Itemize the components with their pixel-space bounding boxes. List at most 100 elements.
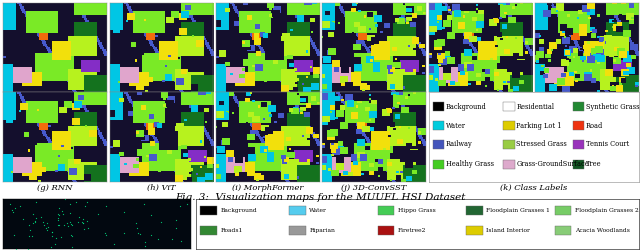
Point <box>67 223 77 227</box>
Point <box>82 219 92 223</box>
Point <box>39 223 49 227</box>
Point <box>131 222 141 226</box>
X-axis label: (j) 3D-ConvSST: (j) 3D-ConvSST <box>342 184 407 192</box>
Point <box>81 200 92 204</box>
Bar <box>378 206 394 215</box>
Point <box>66 222 76 226</box>
Point <box>156 220 166 224</box>
Point <box>176 239 186 243</box>
Point <box>54 223 65 227</box>
Point <box>171 218 181 222</box>
X-axis label: (k) Class Labels: (k) Class Labels <box>500 184 567 192</box>
Point <box>153 237 163 241</box>
Point <box>38 220 48 224</box>
Bar <box>200 206 218 215</box>
X-axis label: (f) 3D-CNN: (f) 3D-CNN <box>563 94 611 102</box>
Point <box>135 232 145 236</box>
Point <box>62 220 72 225</box>
Point <box>139 202 149 206</box>
Text: Tree: Tree <box>586 160 602 168</box>
Point <box>175 204 185 208</box>
Point <box>49 242 60 246</box>
Point <box>119 210 129 214</box>
Point <box>119 231 129 235</box>
Point <box>65 211 76 215</box>
Bar <box>555 226 572 235</box>
Bar <box>466 206 483 215</box>
Point <box>44 225 54 229</box>
X-axis label: (h) ViT: (h) ViT <box>147 184 176 192</box>
Point <box>51 236 61 240</box>
Bar <box>503 102 515 111</box>
Point <box>74 220 84 224</box>
Text: Water: Water <box>309 208 327 213</box>
Point <box>15 204 25 208</box>
Point <box>56 235 67 239</box>
Point <box>47 230 57 234</box>
Point <box>132 226 142 230</box>
Point <box>5 202 15 206</box>
Point <box>182 202 192 206</box>
Bar <box>466 226 483 235</box>
Bar <box>503 121 515 130</box>
Bar <box>573 160 584 169</box>
Point <box>42 228 52 232</box>
Point <box>31 216 41 220</box>
Point <box>57 208 67 212</box>
Point <box>27 234 37 238</box>
X-axis label: (e) 2D-CNN: (e) 2D-CNN <box>455 94 506 102</box>
Bar <box>200 226 218 235</box>
Point <box>79 227 90 231</box>
Point <box>31 200 42 204</box>
Text: Tennis Court: Tennis Court <box>586 140 629 148</box>
X-axis label: (i) MorphFormer: (i) MorphFormer <box>232 184 303 192</box>
Point <box>54 206 64 210</box>
Bar <box>503 160 515 169</box>
Bar <box>433 102 444 111</box>
Point <box>46 245 56 249</box>
Point <box>77 217 88 221</box>
Point <box>36 215 46 219</box>
Bar <box>433 121 444 130</box>
Bar <box>555 206 572 215</box>
Point <box>132 231 143 235</box>
Point <box>145 233 156 237</box>
Point <box>59 223 69 227</box>
Text: Floodplain Grasses 2: Floodplain Grasses 2 <box>575 208 639 213</box>
Point <box>19 217 29 221</box>
Point <box>70 200 81 204</box>
Point <box>30 220 40 224</box>
Point <box>53 212 63 216</box>
Point <box>8 208 18 212</box>
Point <box>41 226 51 230</box>
Point <box>63 224 73 228</box>
Point <box>65 220 75 224</box>
Text: Residential: Residential <box>516 103 554 111</box>
X-axis label: (c) RF: (c) RF <box>255 94 281 102</box>
Bar <box>289 226 306 235</box>
Text: Island Interior: Island Interior <box>486 228 531 233</box>
Text: Water: Water <box>446 121 466 130</box>
Point <box>24 234 35 238</box>
Text: Background: Background <box>446 103 487 111</box>
Point <box>58 212 68 216</box>
Point <box>140 240 150 244</box>
Text: Healthy Grass: Healthy Grass <box>446 160 494 168</box>
X-axis label: (g) RNN: (g) RNN <box>37 184 73 192</box>
Point <box>53 218 63 222</box>
Point <box>80 204 90 208</box>
Text: Riparian: Riparian <box>309 228 335 233</box>
Point <box>93 212 104 216</box>
X-axis label: (b) SVM: (b) SVM <box>144 94 179 102</box>
Point <box>22 247 33 251</box>
Point <box>140 244 150 248</box>
Point <box>171 226 181 230</box>
Point <box>65 202 75 206</box>
Point <box>42 221 52 225</box>
Text: Road: Road <box>586 121 603 130</box>
Bar <box>503 140 515 149</box>
Point <box>109 242 119 246</box>
Point <box>47 230 57 234</box>
Point <box>28 220 38 225</box>
Text: Railway: Railway <box>446 140 473 148</box>
